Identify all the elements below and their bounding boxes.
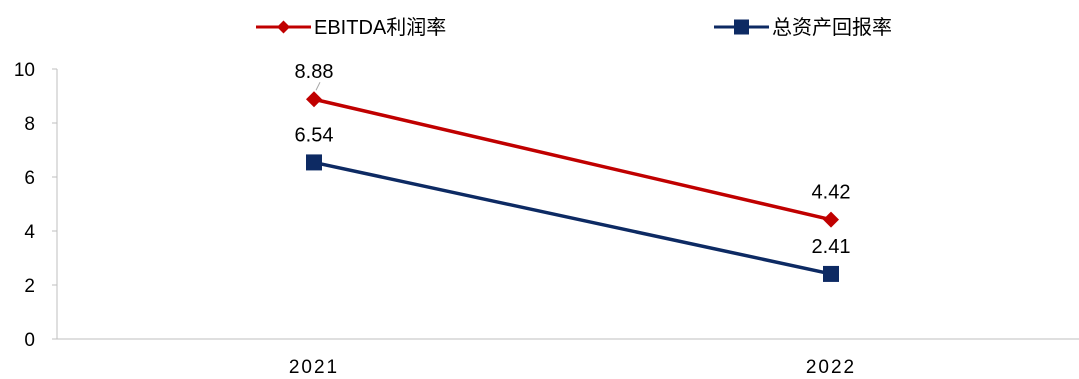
legend-label-roa: 总资产回报率 <box>772 16 892 39</box>
data-point-diamond[interactable] <box>823 211 839 228</box>
data-label: 4.42 <box>812 182 851 204</box>
data-label: 8.88 <box>295 61 334 83</box>
x-tick-label: 2022 <box>806 357 856 378</box>
y-tick-label: 4 <box>24 222 35 243</box>
series-line-roa <box>313 160 832 276</box>
data-point-diamond[interactable] <box>306 91 322 108</box>
axes: 0 2 4 6 8 10 2021 2022 <box>14 60 1079 378</box>
legend-label-ebitda-margin: EBITDA利润率 <box>314 16 446 39</box>
legend-diamond-marker <box>277 20 290 34</box>
data-label: 2.41 <box>812 236 851 258</box>
y-tick-label: 10 <box>14 60 35 81</box>
plot-area: 8.88 4.42 6.54 2.41 <box>295 61 851 282</box>
data-label: 6.54 <box>295 124 334 146</box>
legend-square-marker <box>734 19 749 35</box>
y-tick-label: 6 <box>24 168 35 189</box>
label-leader-line <box>315 82 321 91</box>
legend-entry-ebitda-margin[interactable]: EBITDA利润率 <box>256 16 446 39</box>
x-tick-label: 2021 <box>289 357 339 378</box>
legend: EBITDA利润率 总资产回报率 <box>256 16 892 39</box>
y-tick-label: 2 <box>24 276 35 297</box>
series-line-ebitda-margin <box>313 97 832 222</box>
y-tick-label: 8 <box>24 114 35 135</box>
legend-entry-roa[interactable]: 总资产回报率 <box>714 16 892 39</box>
y-tick-label: 0 <box>24 330 35 351</box>
data-point-square[interactable] <box>823 265 839 282</box>
data-point-square[interactable] <box>306 154 322 171</box>
